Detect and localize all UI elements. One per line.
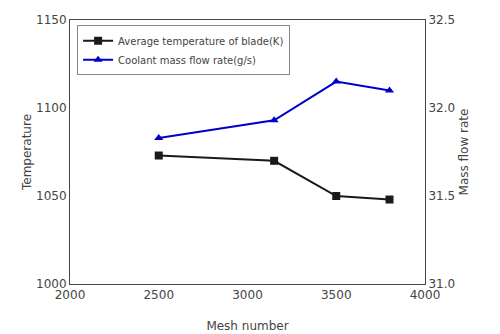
svg-text:2000: 2000 bbox=[55, 288, 86, 302]
svg-text:32.5: 32.5 bbox=[428, 13, 455, 27]
svg-text:1100: 1100 bbox=[36, 101, 67, 115]
svg-text:2500: 2500 bbox=[143, 288, 174, 302]
svg-text:31.0: 31.0 bbox=[428, 277, 455, 291]
svg-text:31.5: 31.5 bbox=[428, 189, 455, 203]
svg-text:32.0: 32.0 bbox=[428, 101, 455, 115]
svg-text:Mass flow rate: Mass flow rate bbox=[457, 109, 471, 196]
svg-text:Temperature: Temperature bbox=[20, 114, 34, 191]
svg-text:Average temperature of blade(K: Average temperature of blade(K) bbox=[118, 36, 283, 47]
svg-text:Coolant mass flow rate(g/s): Coolant mass flow rate(g/s) bbox=[118, 55, 256, 66]
svg-text:1050: 1050 bbox=[36, 189, 67, 203]
svg-text:3500: 3500 bbox=[321, 288, 352, 302]
svg-text:3000: 3000 bbox=[232, 288, 263, 302]
svg-text:1000: 1000 bbox=[36, 277, 67, 291]
svg-text:4000: 4000 bbox=[410, 288, 441, 302]
svg-text:1150: 1150 bbox=[36, 13, 67, 27]
svg-text:Mesh number: Mesh number bbox=[206, 319, 288, 333]
